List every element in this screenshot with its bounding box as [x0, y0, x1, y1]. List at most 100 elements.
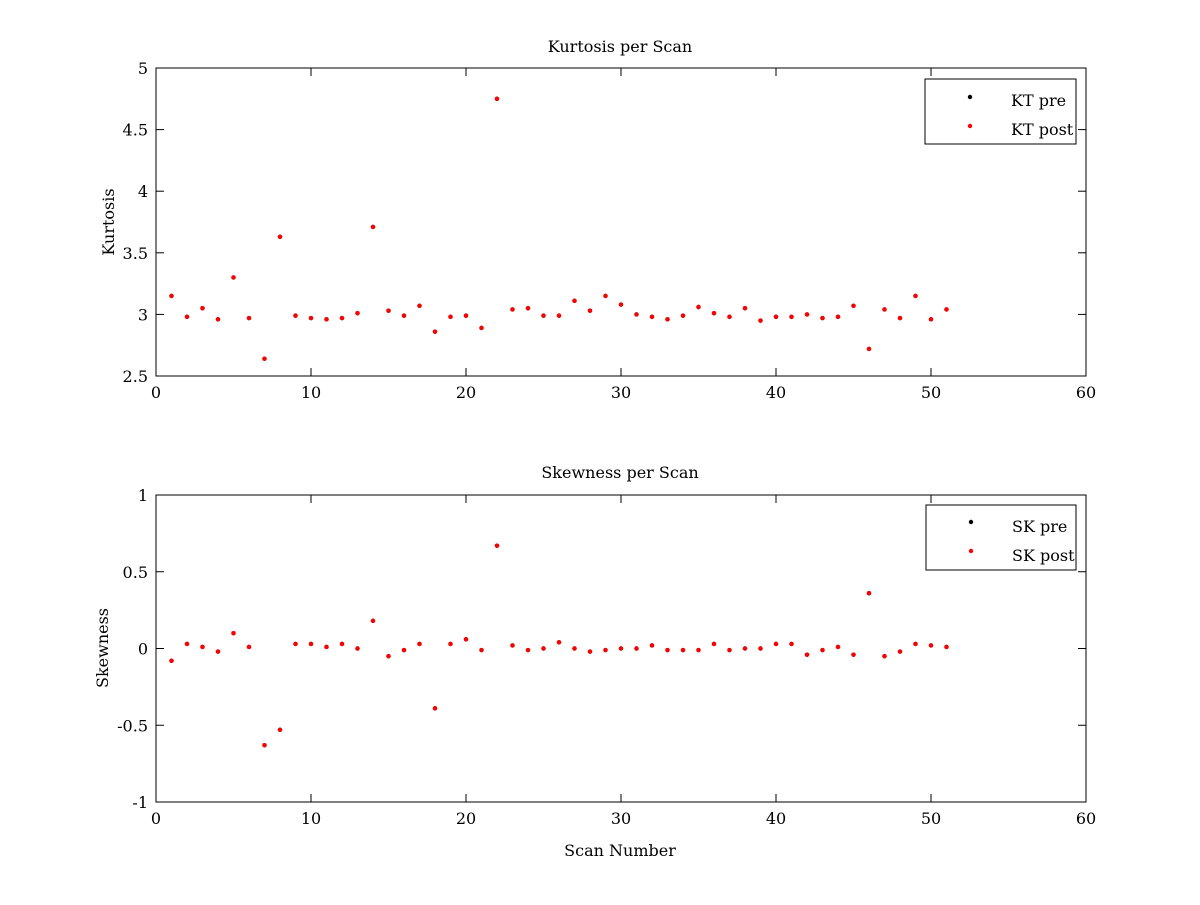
kurtosis-point-post [417, 303, 422, 308]
kurtosis-point-post [479, 325, 484, 331]
skewness-legend-marker-post [968, 548, 974, 554]
skewness-point-post [432, 706, 438, 711]
kurtosis-point-post [494, 96, 500, 102]
kurtosis-point-post [556, 313, 562, 318]
skewness-legend-box [925, 504, 1077, 571]
kurtosis-point-post [804, 312, 810, 317]
kurtosis-point-post [789, 314, 794, 320]
kurtosis-point-post [835, 314, 841, 320]
kurtosis-point-post [525, 306, 531, 311]
kurtosis-point-post [680, 313, 686, 318]
kurtosis-y-tick-label: 2.5 [123, 367, 148, 386]
kurtosis-legend-marker-post [967, 123, 973, 129]
skewness-point-post [618, 646, 624, 651]
skewness-point-post [711, 641, 717, 647]
skewness-point-post [525, 647, 531, 653]
skewness-point-post [866, 591, 872, 596]
skewness-y-tick-label: 0.5 [123, 563, 148, 582]
skewness-point-post [479, 647, 484, 653]
kurtosis-x-tick-label: 60 [1076, 383, 1096, 402]
kurtosis-point-post [308, 315, 314, 321]
skewness-point-post [541, 646, 546, 651]
kurtosis-x-tick-label: 30 [611, 383, 631, 402]
kurtosis-x-ticks: 0 10 20 30 40 50 60 [151, 68, 1096, 402]
kurtosis-y-tick-label: 3.5 [123, 244, 148, 263]
kurtosis-x-tick-label: 10 [301, 383, 321, 402]
skewness-point-post [820, 647, 825, 653]
skewness-point-post [184, 641, 190, 647]
skewness-point-post [882, 653, 887, 659]
kurtosis-point-post [944, 307, 949, 312]
kurtosis-point-post [634, 312, 639, 317]
skewness-y-axis-label: Skewness [93, 608, 112, 688]
kurtosis-point-post [696, 304, 701, 310]
skewness-point-post [556, 640, 562, 645]
kurtosis-x-tick-label: 20 [456, 383, 476, 402]
skewness-point-post [215, 649, 221, 654]
kurtosis-x-tick-label: 0 [151, 383, 161, 402]
skewness-x-tick-label: 40 [766, 809, 786, 828]
kurtosis-y-tick-label: 4.5 [123, 121, 148, 140]
skewness-point-post [355, 646, 360, 651]
kurtosis-point-post [773, 314, 779, 320]
skewness-point-post [339, 641, 345, 647]
skewness-point-post [448, 641, 453, 647]
skewness-point-post [246, 644, 252, 650]
skewness-x-tick-label: 0 [151, 809, 161, 828]
kurtosis-point-post [355, 310, 360, 316]
skewness-point-post [835, 644, 841, 650]
kurtosis-point-post [169, 293, 174, 299]
skewness-x-tick-label: 50 [921, 809, 941, 828]
kurtosis-point-post [184, 314, 190, 320]
kurtosis-point-post [866, 346, 872, 352]
skewness-point-post [293, 641, 298, 647]
kurtosis-panel: Kurtosis per Scan Kurtosis 0 10 20 30 40 50 60… [99, 37, 1096, 402]
skewness-panel: Skewness per Scan Skewness Scan Number 0… [93, 463, 1096, 860]
kurtosis-point-post [246, 315, 252, 321]
kurtosis-point-post [510, 307, 515, 312]
kurtosis-point-post [851, 303, 856, 308]
skewness-y-tick-label: -0.5 [117, 716, 148, 735]
skewness-point-post [773, 641, 779, 647]
kurtosis-point-post [665, 317, 670, 322]
skewness-point-post [587, 649, 593, 654]
skewness-point-post [944, 644, 949, 650]
kurtosis-point-post [200, 306, 205, 311]
skewness-point-post [727, 647, 732, 653]
skewness-x-tick-label: 60 [1076, 809, 1096, 828]
skewness-y-tick-label: 1 [138, 486, 148, 505]
kurtosis-point-post [711, 310, 717, 316]
skewness-points [169, 543, 949, 748]
kurtosis-point-post [541, 313, 546, 318]
kurtosis-legend-label-post: KT post [1011, 120, 1074, 139]
kurtosis-point-post [649, 314, 655, 320]
skewness-point-post [200, 644, 205, 650]
skewness-point-post [804, 652, 810, 657]
skewness-x-axis-label: Scan Number [564, 841, 676, 860]
skewness-point-post [417, 641, 422, 647]
kurtosis-y-axis-label: Kurtosis [99, 188, 118, 255]
skewness-point-post [231, 630, 236, 636]
kurtosis-point-post [448, 314, 453, 320]
skewness-point-post [510, 643, 515, 648]
skewness-point-post [897, 649, 903, 654]
kurtosis-point-post [386, 308, 391, 313]
kurtosis-y-ticks: 2.5 3 3.5 4 4.5 5 [123, 59, 1086, 386]
kurtosis-legend-label-pre: KT pre [1011, 91, 1066, 110]
kurtosis-y-tick-label: 4 [138, 182, 148, 201]
skewness-point-post [370, 618, 376, 624]
kurtosis-point-post [370, 224, 376, 230]
skewness-legend-label-post: SK post [1012, 546, 1075, 565]
kurtosis-point-post [463, 313, 469, 318]
skewness-point-post [308, 641, 314, 647]
skewness-point-post [928, 643, 934, 648]
kurtosis-point-post [401, 313, 407, 318]
skewness-point-post [262, 743, 267, 748]
kurtosis-y-tick-label: 3 [138, 305, 148, 324]
kurtosis-legend: KT pre KT post [924, 78, 1077, 145]
skewness-y-tick-label: -1 [132, 793, 148, 812]
skewness-point-post [913, 641, 918, 647]
kurtosis-legend-box [924, 78, 1077, 145]
